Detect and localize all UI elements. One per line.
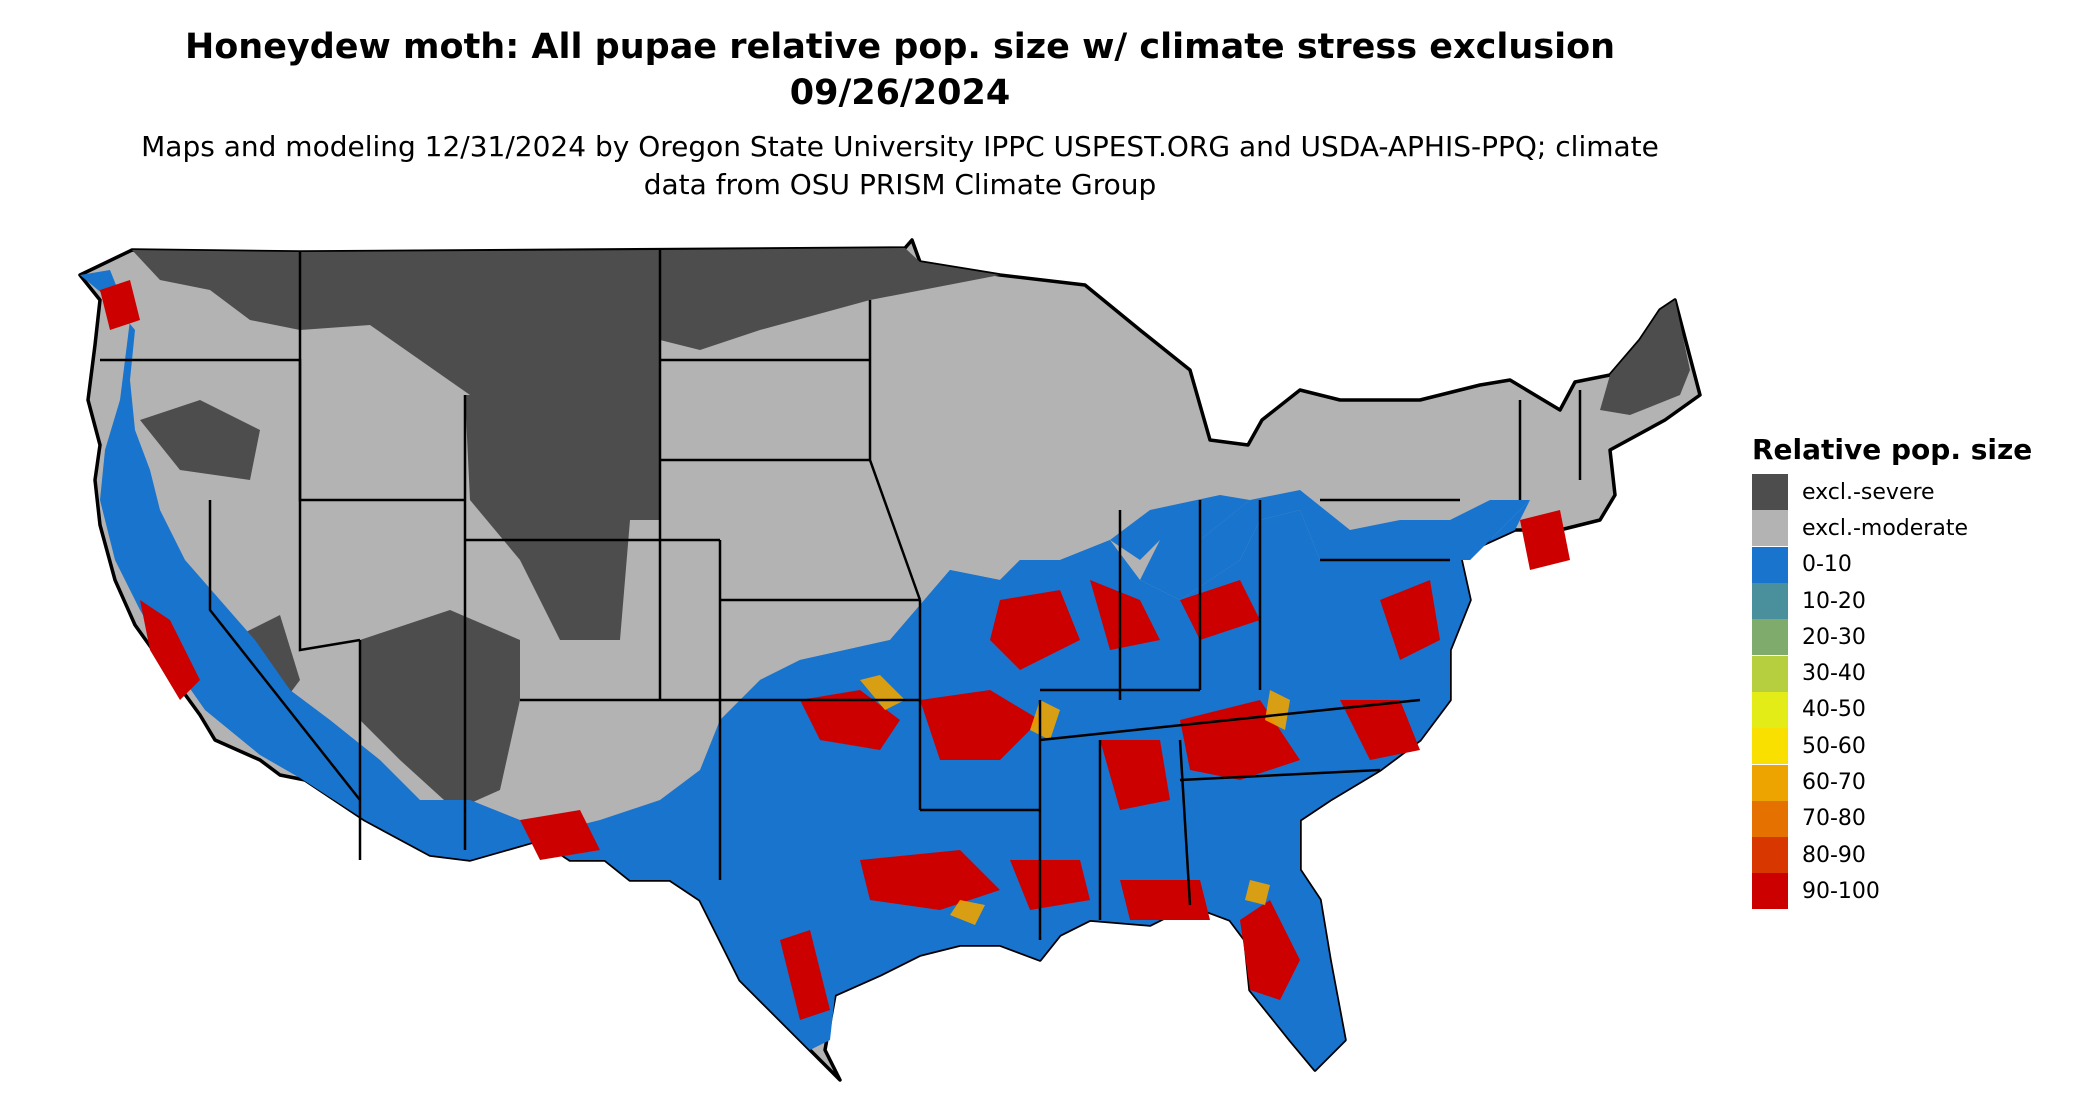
legend-label: 10-20 [1802,588,1866,614]
legend-item: 20-30 [1752,619,2032,656]
legend-swatch [1752,474,1788,511]
legend-items: excl.-severe excl.-moderate 0-10 10-20 20-30… [1752,474,2032,910]
state-borders [100,250,1582,940]
legend-item: 90-100 [1752,873,2032,910]
legend-label: 60-70 [1802,770,1866,796]
high-suitability-zones [100,280,1570,1020]
legend: Relative pop. size excl.-severe excl.-mod… [1752,432,2032,910]
legend-swatch [1752,800,1788,837]
legend-label: 70-80 [1802,806,1866,832]
legend-swatch [1752,510,1788,547]
legend-item: excl.-moderate [1752,510,2032,547]
legend-swatch [1752,655,1788,692]
legend-item: 30-40 [1752,655,2032,692]
legend-swatch [1752,764,1788,801]
us-map [78,238,1702,1082]
legend-item: 40-50 [1752,691,2032,728]
legend-item: 50-60 [1752,728,2032,765]
legend-swatch [1752,873,1788,910]
legend-label: 20-30 [1802,624,1866,650]
legend-item: 10-20 [1752,583,2032,620]
legend-title: Relative pop. size [1752,433,2033,466]
legend-swatch [1752,728,1788,765]
legend-label: 0-10 [1802,552,1852,578]
legend-swatch [1752,583,1788,620]
legend-item: 70-80 [1752,800,2032,837]
legend-label: 30-40 [1802,661,1866,687]
legend-swatch [1752,619,1788,656]
legend-item: 60-70 [1752,764,2032,801]
legend-label: excl.-moderate [1802,515,1968,541]
legend-label: excl.-severe [1802,479,1935,505]
legend-label: 90-100 [1802,878,1880,904]
low-suitability-zones [80,270,1530,1070]
map-title: Honeydew moth: All pupae relative pop. s… [184,27,1616,113]
legend-item: 80-90 [1752,837,2032,874]
legend-item: 0-10 [1752,546,2032,583]
legend-label: 40-50 [1802,697,1866,723]
legend-swatch [1752,691,1788,728]
legend-label: 80-90 [1802,842,1866,868]
legend-swatch [1752,546,1788,583]
legend-label: 50-60 [1802,733,1866,759]
map-subtitle: Maps and modeling 12/31/2024 by Oregon S… [141,130,1659,201]
legend-item: excl.-severe [1752,474,2032,511]
legend-swatch [1752,837,1788,874]
